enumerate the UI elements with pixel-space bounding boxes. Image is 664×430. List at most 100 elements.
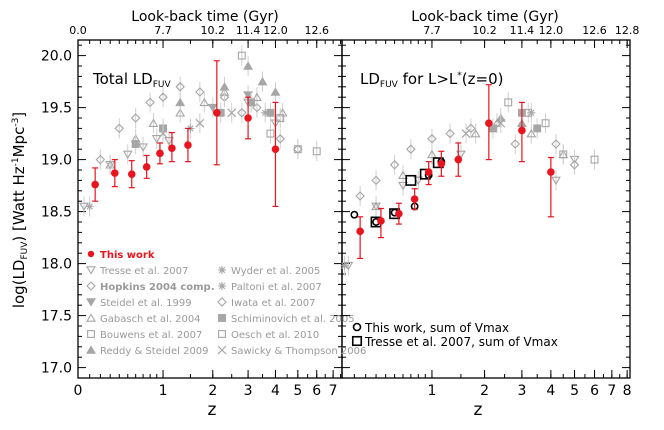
right-top-tick-label-1: 10.2 bbox=[472, 24, 497, 37]
right-top-tick-label-2: 11.4 bbox=[510, 24, 535, 37]
left-lit-point-6-1-shape bbox=[220, 83, 228, 90]
right-x-tick-label-0: 1 bbox=[427, 383, 436, 399]
left-top-tick-label-1: 7.7 bbox=[154, 24, 172, 37]
right-lit-point-6-0-shape bbox=[341, 262, 349, 270]
right-this-work-point-8 bbox=[518, 127, 526, 135]
legend-label-11: Reddy & Steidel 2009 bbox=[100, 346, 209, 357]
y-axis-label: log(LDFUV) [Watt Hz-1Mpc-3] bbox=[10, 112, 30, 308]
legend-marker-10-shape bbox=[219, 331, 226, 338]
left-panel: 0 1 2 3 4 5 6 70.0 7.7 10.2 11.4 12.0 12.617.017.518… bbox=[41, 24, 367, 399]
legend-marker-6-shape bbox=[218, 298, 226, 306]
right-x-tick-label-2: 3 bbox=[517, 383, 526, 399]
left-this-work-point-0 bbox=[91, 181, 99, 189]
legend-label-6: Iwata et al. 2007 bbox=[231, 298, 315, 309]
right-legend-marker-1-shape bbox=[353, 337, 362, 346]
left-x-tick-label-2: 2 bbox=[208, 383, 217, 399]
legend-label-8: Schiminovich et al. 2005 bbox=[231, 314, 355, 325]
right-lit-point-4-2 bbox=[534, 125, 541, 132]
left-top-tick-label-0: 0.0 bbox=[69, 24, 87, 37]
left-top-tick-label-2: 10.2 bbox=[201, 24, 226, 37]
right-this-work-point-3 bbox=[411, 195, 419, 203]
left-lit-point-6-3 bbox=[259, 78, 267, 85]
left-legend: This work Tresse et al. 2007 Wyder et al. … bbox=[87, 250, 366, 357]
left-lit-point-6-4 bbox=[271, 88, 279, 95]
right-x-tick-label-1: 2 bbox=[480, 383, 489, 399]
right-top-tick-label-0: 7.7 bbox=[423, 24, 441, 37]
left-this-work-point-1 bbox=[111, 169, 119, 177]
legend-marker-5 bbox=[87, 299, 95, 306]
legend-marker-7 bbox=[87, 314, 95, 321]
left-lit-point-6-1 bbox=[220, 83, 228, 90]
right-vmax-circle-0 bbox=[351, 212, 357, 218]
legend-marker-1-shape bbox=[87, 267, 95, 274]
left-this-work-point-8 bbox=[244, 114, 252, 122]
left-this-work-point-5 bbox=[168, 144, 176, 152]
right-lit-point-4-2-shape bbox=[534, 125, 541, 132]
right-legend: This work, sum of VmaxTresse et al. 2007… bbox=[353, 321, 558, 349]
legend-label-5: Steidel et al. 1999 bbox=[100, 298, 192, 309]
right-vmax-circle-0-shape bbox=[351, 212, 357, 218]
legend-label-9: Bouwens et al. 2007 bbox=[100, 330, 202, 341]
left-top-axis-label: Look-back time (Gyr) bbox=[131, 9, 278, 25]
legend-label-12: Sawicky & Thompson 2006 bbox=[231, 346, 366, 357]
left-top-tick-label-5: 12.6 bbox=[304, 24, 329, 37]
left-y-tick-label-4: 19.0 bbox=[41, 153, 72, 169]
right-x-axis-label: z bbox=[474, 400, 483, 420]
left-x-tick-label-5: 5 bbox=[293, 383, 302, 399]
left-top-tick-label-3: 11.4 bbox=[236, 24, 261, 37]
left-lit-point-4-0 bbox=[132, 141, 139, 148]
legend-marker-4 bbox=[218, 282, 226, 290]
left-y-tick-label-0: 17.0 bbox=[41, 361, 72, 377]
right-this-work-point-2 bbox=[395, 210, 403, 218]
left-y-tick-label-1: 17.5 bbox=[41, 309, 72, 325]
right-this-work-point-9 bbox=[547, 168, 555, 176]
left-top-tick-label-4: 12.0 bbox=[263, 24, 288, 37]
left-x-tick-label-0: 0 bbox=[74, 383, 83, 399]
left-x-tick-label-6: 6 bbox=[312, 383, 321, 399]
right-this-work-point-5 bbox=[438, 160, 446, 168]
legend-marker-3-shape bbox=[87, 282, 95, 290]
legend-label-4: Paltoni et al. 2007 bbox=[231, 282, 322, 293]
left-y-tick-label-3: 18.5 bbox=[41, 205, 72, 221]
right-panel-title: LDFUV for L>L*(z=0) bbox=[360, 70, 504, 90]
right-legend-marker-0-shape bbox=[354, 324, 361, 331]
legend-marker-2 bbox=[218, 266, 226, 274]
legend-marker-7-shape bbox=[87, 314, 95, 321]
right-this-work-point-6 bbox=[454, 156, 462, 164]
left-x-tick-label-1: 1 bbox=[159, 383, 168, 399]
left-this-work-point-2 bbox=[128, 170, 136, 178]
left-lit-point-4-3-shape bbox=[248, 99, 255, 106]
legend-marker-0-shape bbox=[88, 251, 94, 257]
right-this-work-point-0 bbox=[356, 228, 364, 236]
left-y-tick-label-5: 19.5 bbox=[41, 101, 72, 117]
right-legend-label-0: This work, sum of Vmax bbox=[364, 321, 509, 335]
legend-marker-12-shape bbox=[218, 346, 226, 354]
left-lit-point-6-3-shape bbox=[259, 78, 267, 85]
legend-label-7: Gabasch et al. 2004 bbox=[100, 314, 201, 325]
right-legend-marker-0 bbox=[354, 324, 361, 331]
left-lit-point-4-3 bbox=[248, 99, 255, 106]
right-x-tick-label-3: 4 bbox=[546, 383, 555, 399]
right-this-work-point-1 bbox=[377, 217, 385, 225]
left-lit-point-6-2-shape bbox=[244, 62, 252, 69]
legend-marker-12 bbox=[218, 346, 226, 354]
legend-marker-8 bbox=[219, 315, 226, 322]
legend-marker-1 bbox=[87, 267, 95, 274]
right-this-work-point-4 bbox=[425, 168, 433, 176]
legend-label-1: Tresse et al. 2007 bbox=[99, 266, 188, 277]
legend-marker-11 bbox=[87, 346, 95, 353]
left-this-work-point-6 bbox=[184, 141, 192, 149]
legend-marker-6 bbox=[218, 298, 226, 306]
left-panel-title: Total LDFUV bbox=[92, 70, 171, 90]
legend-marker-3 bbox=[87, 282, 95, 290]
left-x-tick-label-4: 4 bbox=[271, 383, 280, 399]
left-this-work-point-4 bbox=[156, 150, 164, 158]
left-this-work-point-3 bbox=[143, 163, 151, 171]
left-x-tick-label-7: 7 bbox=[329, 383, 338, 399]
legend-label-2: Wyder et al. 2005 bbox=[231, 266, 320, 277]
left-lit-point-6-0 bbox=[176, 99, 184, 106]
legend-marker-0 bbox=[88, 251, 94, 257]
left-lit-point-6-4-shape bbox=[271, 88, 279, 95]
legend-marker-8-shape bbox=[219, 315, 226, 322]
